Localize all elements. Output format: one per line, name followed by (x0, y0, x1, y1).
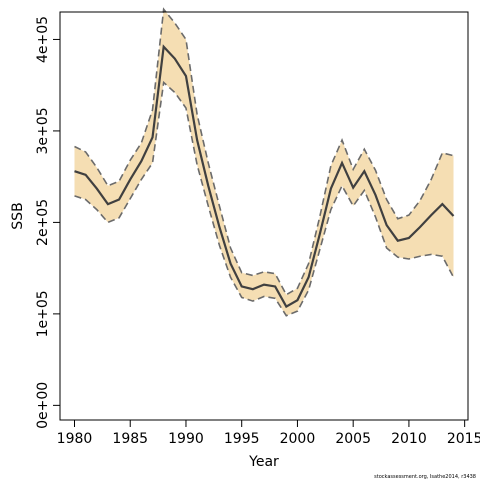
x-axis-title: Year (248, 454, 279, 470)
confidence-band-layer (74, 9, 454, 316)
x-tick-label: 1990 (168, 431, 204, 447)
x-tick-label: 2015 (447, 431, 480, 447)
lower-bound-line (74, 80, 455, 317)
upper-bound-line (74, 7, 454, 296)
confidence-band (74, 9, 454, 316)
x-axis: 1980 1985 1990 1995 2000 2005 2010 2015 (57, 420, 480, 447)
y-axis: 0e+00 1e+05 2e+05 3e+05 4e+05 (35, 16, 60, 429)
y-tick-label: 3e+05 (35, 107, 51, 154)
y-tick-label: 4e+05 (35, 16, 51, 63)
ssb-estimate-line (74, 44, 455, 309)
y-tick-label: 0e+00 (35, 382, 51, 429)
y-tick-label: 1e+05 (35, 290, 51, 337)
series-lines-layer (74, 7, 455, 317)
y-tick-label: 2e+05 (35, 199, 51, 246)
x-tick-label: 2005 (335, 431, 371, 447)
x-tick-label: 2000 (280, 431, 316, 447)
x-tick-label: 2010 (391, 431, 427, 447)
x-tick-label: 1980 (57, 431, 93, 447)
plot-frame (59, 11, 469, 421)
x-tick-label: 1985 (112, 431, 148, 447)
x-tick-label: 1995 (224, 431, 260, 447)
y-axis-title: SSB (10, 202, 26, 229)
footnote-text: stockassessment.org, Isathe2014, r3438 (374, 474, 476, 480)
